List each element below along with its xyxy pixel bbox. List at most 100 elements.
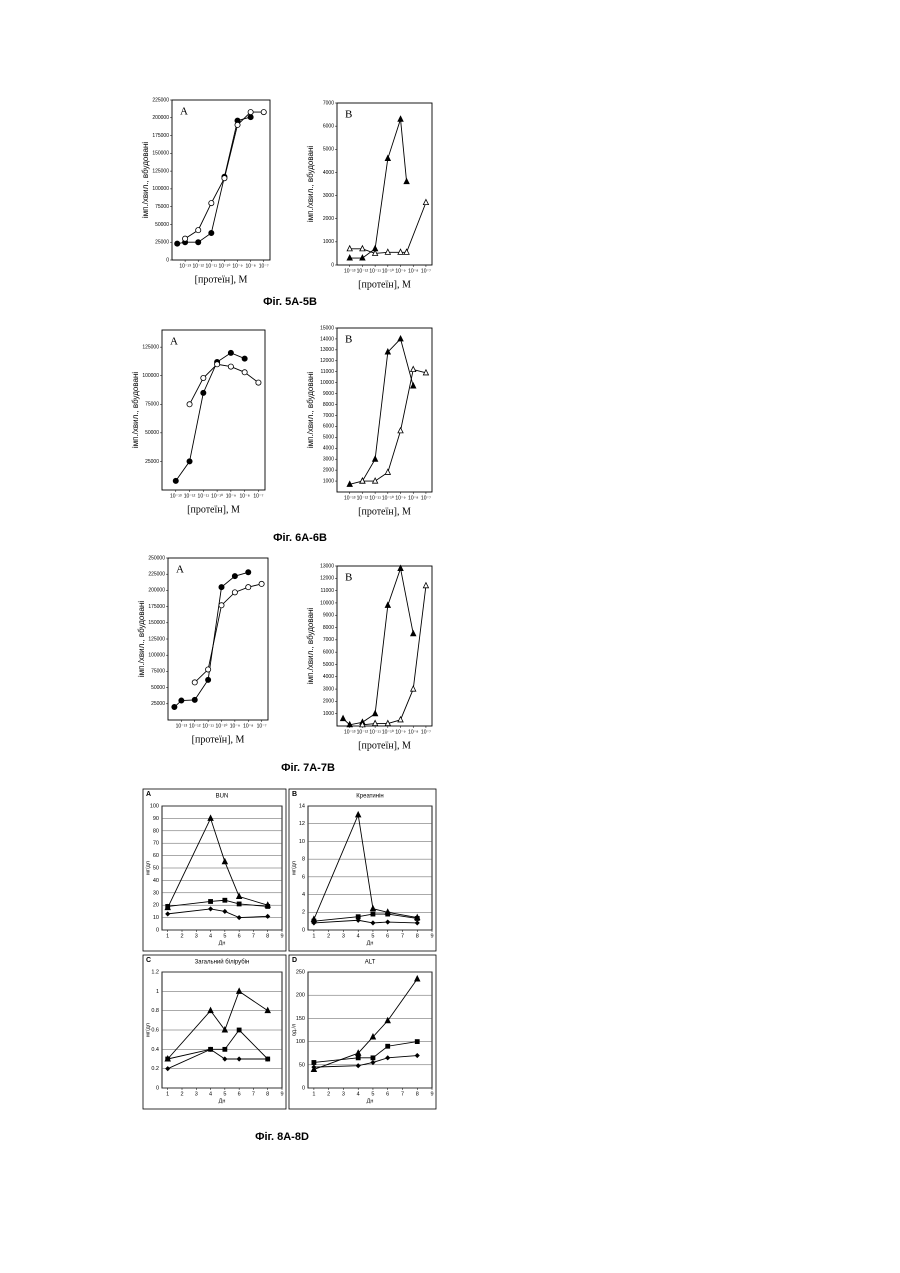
x-tick-label: 10⁻¹⁰: [382, 495, 394, 501]
y-tick-label: 2000: [323, 216, 334, 222]
x-tick-label: 10⁻¹¹: [206, 263, 218, 269]
data-point: [223, 898, 227, 902]
y-tick-label: 70: [153, 841, 159, 847]
data-point: [219, 603, 224, 608]
x-tick-label: 10⁻⁷: [421, 495, 431, 501]
y-tick-label: 5000: [323, 435, 334, 441]
y-tick-label: 15000: [320, 325, 334, 331]
figure-caption: Фіг. 6A-6B: [273, 532, 327, 544]
x-tick-label: 10⁻¹³: [170, 493, 182, 499]
y-tick-label: 150000: [152, 151, 169, 157]
y-axis-label: мг/дл: [291, 861, 297, 875]
y-tick-label: 125000: [148, 636, 165, 642]
y-tick-label: 90: [153, 816, 159, 822]
x-tick-label: 10⁻¹¹: [369, 729, 381, 735]
y-tick-label: 75000: [151, 669, 165, 675]
y-tick-label: 1000: [323, 711, 334, 717]
x-tick-label: 4: [357, 1091, 360, 1097]
data-point: [248, 109, 253, 114]
y-tick-label: 40: [153, 878, 159, 884]
x-tick-label: 7: [252, 1091, 255, 1097]
x-tick-label: 10⁻¹⁰: [382, 268, 394, 274]
x-tick-label: 8: [266, 933, 269, 939]
x-tick-label: 10⁻¹²: [184, 493, 196, 499]
y-tick-label: 0.6: [151, 1027, 159, 1033]
y-tick-label: 4000: [323, 170, 334, 176]
panel-label: B: [292, 791, 297, 798]
panel-label: A: [146, 791, 151, 798]
y-axis-label: імп./хвил., вбудовані: [306, 372, 315, 449]
x-tick-label: 10⁻⁹: [232, 263, 242, 269]
x-tick-label: 10⁻⁸: [408, 495, 418, 501]
x-tick-label: 8: [416, 933, 419, 939]
figure-caption: Фіг. 5A-5B: [263, 296, 317, 308]
data-point: [266, 904, 270, 908]
y-tick-label: 10000: [320, 380, 334, 386]
data-point: [187, 402, 192, 407]
x-tick-label: 9: [430, 933, 433, 939]
y-tick-label: 50000: [151, 685, 165, 691]
data-point: [248, 114, 253, 119]
y-tick-label: 6000: [323, 424, 334, 430]
x-tick-label: 3: [195, 1091, 198, 1097]
y-tick-label: 125000: [152, 168, 169, 174]
y-tick-label: 13000: [320, 347, 334, 353]
data-point: [209, 230, 214, 235]
x-tick-label: 10⁻¹¹: [369, 495, 381, 501]
y-tick-label: 7000: [323, 413, 334, 419]
x-tick-label: 3: [342, 933, 345, 939]
data-point: [232, 574, 237, 579]
x-tick-label: 1: [166, 1091, 169, 1097]
x-tick-label: 10⁻¹²: [192, 263, 204, 269]
x-tick-label: 2: [180, 1091, 183, 1097]
y-tick-label: 10000: [320, 600, 334, 606]
x-tick-label: 10⁻¹⁰: [218, 263, 230, 269]
data-point: [228, 364, 233, 369]
y-tick-label: 4000: [323, 674, 334, 680]
data-point: [196, 228, 201, 233]
y-tick-label: 1000: [323, 478, 334, 484]
y-tick-label: 12000: [320, 358, 334, 364]
x-axis-label: Дн: [219, 940, 226, 946]
y-tick-label: 150: [296, 1016, 305, 1022]
y-tick-label: 50: [299, 1062, 305, 1068]
y-tick-label: 0: [302, 1085, 305, 1091]
data-point: [201, 390, 206, 395]
y-tick-label: 11000: [320, 588, 334, 594]
data-point: [192, 697, 197, 702]
x-tick-label: 8: [266, 1091, 269, 1097]
x-tick-label: 10⁻¹³: [344, 268, 356, 274]
x-axis-label: [протеїн], М: [358, 506, 411, 517]
y-tick-label: 0: [156, 927, 159, 933]
y-tick-label: 100: [150, 803, 159, 809]
data-point: [237, 1028, 241, 1032]
y-axis-label: імп./хвил., вбудовані: [141, 142, 150, 219]
panel-label: B: [345, 334, 352, 346]
data-point: [166, 1057, 170, 1061]
y-tick-label: 5000: [323, 662, 334, 668]
y-tick-label: 12000: [320, 576, 334, 582]
y-tick-label: 225000: [148, 572, 165, 578]
data-point: [209, 899, 213, 903]
y-tick-label: 12: [299, 821, 305, 827]
data-point: [183, 236, 188, 241]
y-tick-label: 1.2: [151, 969, 159, 975]
data-point: [196, 240, 201, 245]
x-tick-label: 8: [416, 1091, 419, 1097]
data-point: [356, 1056, 360, 1060]
panel-label: C: [146, 957, 151, 964]
figure-caption: Фіг. 8A-8D: [255, 1131, 309, 1143]
x-axis-label: [протеїн], М: [187, 504, 240, 515]
x-tick-label: 10⁻¹¹: [202, 723, 214, 729]
panel-label: A: [176, 564, 184, 576]
x-tick-label: 10⁻⁷: [421, 729, 431, 735]
y-tick-label: 6000: [323, 649, 334, 655]
y-tick-label: 9000: [323, 391, 334, 397]
x-tick-label: 3: [342, 1091, 345, 1097]
y-tick-label: 10: [299, 839, 305, 845]
y-tick-label: 60: [153, 853, 159, 859]
y-tick-label: 250: [296, 969, 305, 975]
x-tick-label: 5: [371, 933, 374, 939]
x-axis-label: Дн: [219, 1098, 226, 1104]
y-tick-label: 250000: [148, 555, 165, 561]
